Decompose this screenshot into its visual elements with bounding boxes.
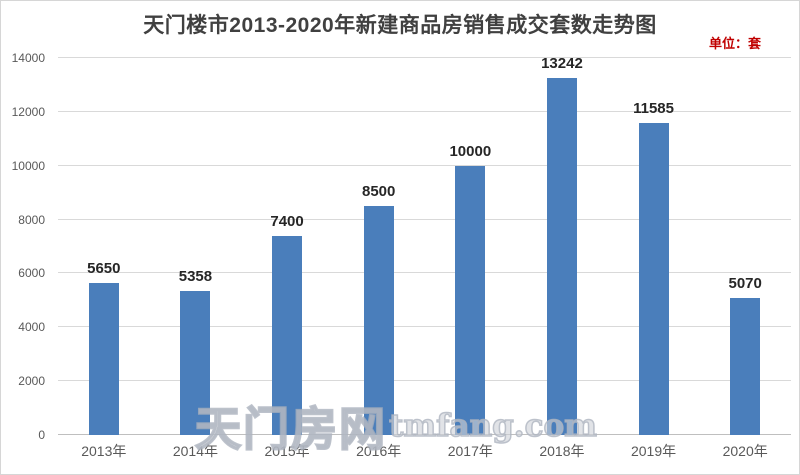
bar-2018年 xyxy=(546,78,577,435)
y-tick-label: 12000 xyxy=(11,104,45,119)
x-tick-label: 2020年 xyxy=(722,443,768,459)
bar-2020年 xyxy=(730,298,761,435)
x-tick-label: 2016年 xyxy=(356,443,402,459)
bar-value-label: 11585 xyxy=(633,100,674,118)
x-tick-label: 2014年 xyxy=(172,443,219,459)
bar-column-2014年: 5358 xyxy=(150,58,242,435)
bar-2016年 xyxy=(363,206,394,435)
x-axis-labels: 2013年 2014年 2015年 2016年 2017年 2018年 2019年 2020年 xyxy=(58,441,791,461)
bar-value-label: 5358 xyxy=(178,267,213,285)
bar-2017年 xyxy=(455,165,486,435)
plot-area: 5650 5358 7400 8500 10000 13242 11585 5070 xyxy=(58,55,791,435)
x-tick-label: 2017年 xyxy=(447,443,493,459)
bar-2015年 xyxy=(272,235,303,435)
gridline-8000 xyxy=(58,218,791,220)
x-tick-label: 2019年 xyxy=(630,443,677,459)
bar-value-label: 10000 xyxy=(449,142,492,160)
bar-value-label: 8500 xyxy=(362,183,396,201)
gridline-12000 xyxy=(58,110,791,112)
bar-value-label: 5650 xyxy=(87,259,121,277)
bar-column-2019年: 11585 xyxy=(608,58,700,435)
bar-column-2016年: 8500 xyxy=(333,58,425,435)
unit-label: 单位：套 xyxy=(708,36,761,51)
bar-column-2018年: 13242 xyxy=(516,55,608,435)
y-tick-label: 6000 xyxy=(18,266,45,281)
bar-value-label: 5070 xyxy=(728,275,762,293)
bar-column-2017年: 10000 xyxy=(425,58,517,435)
gridline-6000 xyxy=(58,272,791,274)
x-tick-label: 2018年 xyxy=(539,443,585,459)
gridline-0 xyxy=(58,434,791,435)
bar-value-label: 13242 xyxy=(541,55,583,73)
y-tick-label: 0 xyxy=(38,428,45,442)
gridline-14000 xyxy=(58,57,791,58)
bar-value-label: 7400 xyxy=(270,212,304,230)
y-tick-label: 4000 xyxy=(18,320,45,335)
bar-column-2015年: 7400 xyxy=(241,58,333,435)
bar-column-2020年: 5070 xyxy=(699,58,791,435)
y-tick-label: 10000 xyxy=(11,158,45,173)
bar-series: 5650 5358 7400 8500 10000 13242 11585 5070 xyxy=(58,55,791,435)
x-tick-label: 2015年 xyxy=(264,443,310,459)
gridline-10000 xyxy=(58,164,791,166)
bar-column-2013年: 5650 xyxy=(58,58,150,435)
y-tick-label: 8000 xyxy=(18,212,45,227)
y-tick-label: 2000 xyxy=(18,374,45,389)
y-axis-labels: 0 2000 4000 6000 8000 10000 12000 14000 xyxy=(1,51,51,442)
x-tick-label: 2013年 xyxy=(81,443,127,459)
bar-2019年 xyxy=(638,123,669,435)
bar-2013年 xyxy=(88,282,119,435)
chart-title: 天门楼市2013-2020年新建商品房销售成交套数走势图 xyxy=(143,14,657,37)
gridline-2000 xyxy=(58,380,791,382)
gridline-4000 xyxy=(58,326,791,328)
bar-2014年 xyxy=(180,290,211,435)
y-tick-label: 14000 xyxy=(11,51,45,65)
